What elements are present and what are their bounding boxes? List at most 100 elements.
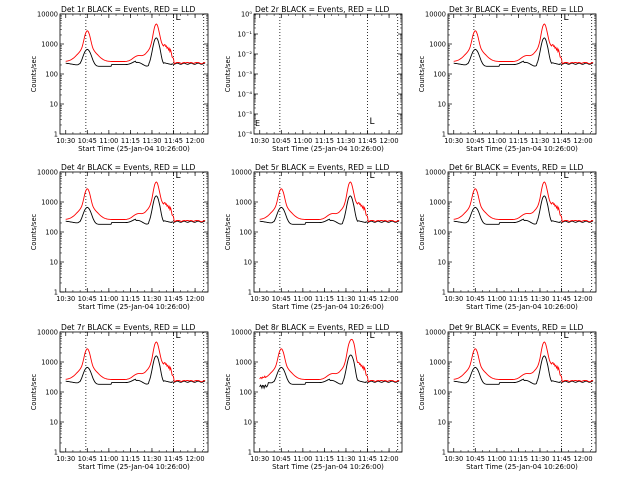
y-tick-label: 10000 <box>425 11 446 19</box>
x-tick-label: 10:45 <box>78 137 97 145</box>
series-events-line <box>65 195 206 225</box>
plot-frame <box>253 13 403 135</box>
x-axis-label: Start Time (25-Jan-04 10:26:00) <box>78 145 190 153</box>
y-tick-label: 10⁻¹ <box>237 31 252 39</box>
y-tick-label: 100 <box>45 229 58 237</box>
series-lld-line <box>65 341 206 383</box>
chart-title: Det 7r BLACK = Events, RED = LLD <box>61 323 196 332</box>
y-tick-label: 10000 <box>37 11 58 19</box>
x-axis-label: Start Time (25-Jan-04 10:26:00) <box>272 303 384 311</box>
x-tick-label: 12:00 <box>186 455 205 463</box>
y-tick-label: 10 <box>50 259 58 267</box>
y-tick-label: 1 <box>442 289 446 297</box>
x-tick-label: 10:30 <box>444 455 463 463</box>
y-tick-label: 1000 <box>235 199 252 207</box>
x-axis-label: Start Time (25-Jan-04 10:26:00) <box>78 463 190 471</box>
x-tick-label: 11:15 <box>509 137 528 145</box>
x-tick-label: 11:30 <box>336 137 355 145</box>
x-axis-label: Start Time (25-Jan-04 10:26:00) <box>466 145 578 153</box>
series-lld-line <box>453 23 594 65</box>
x-axis-label: Start Time (25-Jan-04 10:26:00) <box>78 303 190 311</box>
chart-panel-det4: Det 4r BLACK = Events, RED = LLD 1 10 100 10… <box>30 163 209 311</box>
x-tick-label: 11:45 <box>358 295 377 303</box>
x-tick-label: 11:00 <box>99 455 118 463</box>
y-tick-label: 1000 <box>235 359 252 367</box>
x-axis-label: Start Time (25-Jan-04 10:26:00) <box>272 463 384 471</box>
corner-glyph: L <box>176 13 181 23</box>
x-tick-label: 10:45 <box>78 295 97 303</box>
x-tick-label: 11:15 <box>509 295 528 303</box>
x-tick-label: 10:30 <box>56 455 75 463</box>
y-tick-label: 10000 <box>37 329 58 337</box>
x-tick-label: 11:30 <box>530 137 549 145</box>
series-lld-line <box>453 181 594 223</box>
x-axis-label: Start Time (25-Jan-04 10:26:00) <box>466 303 578 311</box>
x-tick-label: 11:45 <box>552 295 571 303</box>
plot-frame <box>447 331 597 453</box>
series-events-line <box>453 195 594 225</box>
corner-glyph: L <box>370 331 375 341</box>
x-tick-label: 11:00 <box>99 295 118 303</box>
chart-panel-det1: Det 1r BLACK = Events, RED = LLD 1 10 100 10… <box>30 5 209 153</box>
chart-title: Det 2r BLACK = Events, RED = LLD <box>255 5 390 14</box>
x-tick-label: 12:00 <box>186 295 205 303</box>
corner-glyph: L <box>564 13 569 23</box>
series-lld-line <box>453 341 594 383</box>
x-tick-label: 11:45 <box>552 137 571 145</box>
series-lld-line <box>65 181 206 223</box>
y-tick-label: 100 <box>45 389 58 397</box>
chart-panel-det3: Det 3r BLACK = Events, RED = LLD 1 10 100 10… <box>418 5 597 153</box>
y-tick-label: 1000 <box>429 41 446 49</box>
y-tick-label: 10 <box>438 419 446 427</box>
y-axis-label: Counts/sec <box>30 213 38 250</box>
y-tick-label: 100 <box>239 389 252 397</box>
y-tick-label: 1 <box>442 449 446 457</box>
x-tick-label: 12:00 <box>574 295 593 303</box>
y-tick-label: 100 <box>433 389 446 397</box>
corner-glyph-left: E <box>255 119 260 128</box>
x-tick-label: 11:15 <box>121 455 140 463</box>
y-tick-label: 1000 <box>429 359 446 367</box>
y-tick-label: 10000 <box>231 329 252 337</box>
y-axis-label: Counts/sec <box>224 373 232 410</box>
series-lld-line <box>259 181 400 223</box>
series-lld-line <box>65 23 206 65</box>
y-tick-label: 100 <box>239 229 252 237</box>
y-tick-label: 10000 <box>425 329 446 337</box>
series-lld-line <box>259 338 400 383</box>
y-tick-label: 100 <box>433 229 446 237</box>
plot-frame <box>447 13 597 135</box>
y-tick-label: 10⁻² <box>237 51 252 59</box>
x-tick-label: 10:30 <box>250 295 269 303</box>
y-tick-label: 1000 <box>41 199 58 207</box>
y-tick-label: 1 <box>248 449 252 457</box>
x-tick-label: 10:30 <box>250 137 269 145</box>
y-tick-label: 1 <box>54 289 58 297</box>
x-tick-label: 10:45 <box>78 455 97 463</box>
x-tick-label: 11:45 <box>164 137 183 145</box>
x-tick-label: 11:15 <box>315 455 334 463</box>
corner-glyph: L <box>370 117 375 127</box>
x-tick-label: 11:00 <box>99 137 118 145</box>
x-tick-label: 12:00 <box>380 455 399 463</box>
y-tick-label: 1 <box>54 131 58 139</box>
y-tick-label: 10 <box>438 101 446 109</box>
x-tick-label: 11:15 <box>121 137 140 145</box>
y-tick-label: 1 <box>248 289 252 297</box>
chart-title: Det 1r BLACK = Events, RED = LLD <box>61 5 196 14</box>
y-tick-label: 10000 <box>425 169 446 177</box>
x-tick-label: 11:30 <box>530 455 549 463</box>
x-tick-label: 11:30 <box>336 295 355 303</box>
y-tick-label: 100 <box>433 71 446 79</box>
x-tick-label: 11:30 <box>142 455 161 463</box>
x-tick-label: 11:45 <box>164 295 183 303</box>
x-tick-label: 10:30 <box>56 137 75 145</box>
y-axis-label: Counts/sec <box>224 213 232 250</box>
x-tick-label: 10:45 <box>466 295 485 303</box>
y-tick-label: 1000 <box>429 199 446 207</box>
x-tick-label: 11:00 <box>293 137 312 145</box>
x-tick-label: 10:45 <box>272 137 291 145</box>
chart-panel-det8: Det 8r BLACK = Events, RED = LLD 1 10 100 10… <box>224 323 403 471</box>
x-axis-label: Start Time (25-Jan-04 10:26:00) <box>466 463 578 471</box>
